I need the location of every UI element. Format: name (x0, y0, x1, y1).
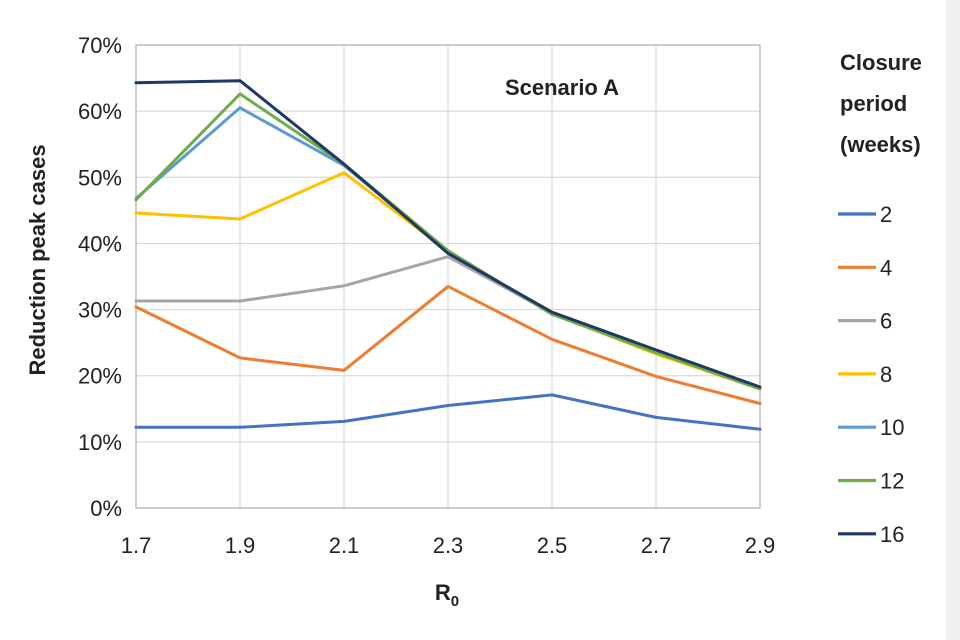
legend-title-line-1: Closure (840, 50, 922, 75)
legend-title-line-3: (weeks) (840, 132, 921, 157)
y-tick-label: 20% (78, 364, 122, 389)
chart-annotation: Scenario A (505, 75, 619, 100)
series-line-4-weeks (134, 284, 762, 405)
series-line-12-weeks (134, 92, 762, 391)
plot-area-border (135, 44, 761, 509)
x-axis-title-subscript: 0 (451, 593, 459, 610)
x-tick-label: 2.7 (641, 533, 672, 558)
y-tick-label: 70% (78, 33, 122, 58)
y-tick-label: 40% (78, 231, 122, 256)
y-tick-label: 50% (78, 165, 122, 190)
legend: 2 4 6 8 10 12 16 (838, 202, 904, 547)
legend-label-4: 4 (880, 255, 892, 280)
legend-title: Closure period (weeks) (840, 50, 922, 157)
y-tick-label: 60% (78, 99, 122, 124)
window-edge-strip (946, 0, 960, 640)
y-tick-label: 0% (90, 496, 122, 521)
legend-label-2: 2 (880, 202, 892, 227)
x-axis-title-main: R (435, 580, 451, 605)
x-tick-label: 1.7 (121, 533, 152, 558)
legend-label-12: 12 (880, 469, 904, 494)
series-line-2-weeks (134, 393, 762, 431)
series-lines (134, 79, 762, 431)
legend-title-line-2: period (840, 91, 907, 116)
gridlines (135, 44, 761, 509)
legend-label-10: 10 (880, 415, 904, 440)
y-tick-label: 30% (78, 298, 122, 323)
y-tick-label: 10% (78, 430, 122, 455)
x-tick-labels: 1.7 1.9 2.1 2.3 2.5 2.7 2.9 (121, 533, 776, 558)
x-tick-label: 2.3 (433, 533, 464, 558)
y-tick-labels: 0% 10% 20% 30% 40% 50% 60% 70% (78, 33, 122, 521)
x-tick-label: 2.1 (329, 533, 360, 558)
x-tick-label: 1.9 (225, 533, 256, 558)
legend-label-6: 6 (880, 309, 892, 334)
y-axis-title: Reduction peak cases (25, 144, 50, 375)
x-tick-label: 2.9 (745, 533, 776, 558)
x-tick-label: 2.5 (537, 533, 568, 558)
legend-label-8: 8 (880, 362, 892, 387)
legend-label-16: 16 (880, 522, 904, 547)
series-line-16-weeks (134, 79, 762, 389)
x-axis-title: R0 (435, 580, 459, 610)
